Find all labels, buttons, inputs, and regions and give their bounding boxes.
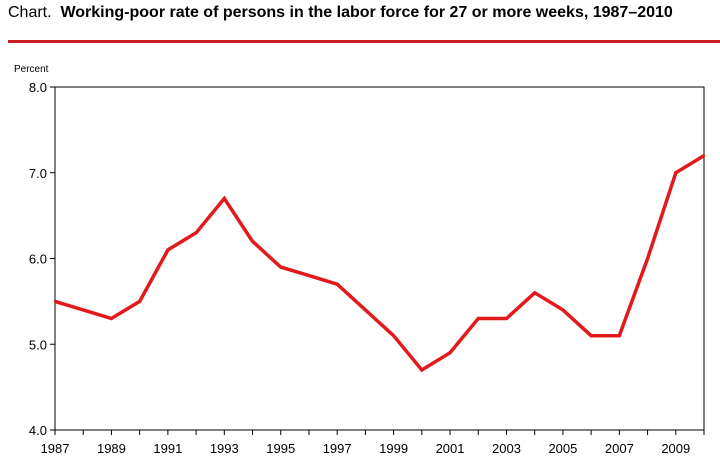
- x-tick-label: 1993: [210, 441, 239, 456]
- y-tick-label: 7.0: [29, 166, 47, 181]
- y-tick-label: 8.0: [29, 80, 47, 95]
- data-point-1988: [82, 308, 85, 312]
- data-point-2004: [533, 291, 536, 294]
- chart-title-prefix: Chart.: [8, 4, 52, 21]
- data-point-2001: [448, 351, 452, 355]
- data-point-1989: [110, 317, 113, 320]
- x-tick-label: 1997: [323, 441, 352, 456]
- data-point-2006: [589, 334, 593, 337]
- data-point-2005: [561, 308, 565, 312]
- data-point-1998: [364, 308, 367, 312]
- data-point-2000: [420, 368, 424, 372]
- x-tick-label: 2009: [661, 441, 690, 456]
- x-tick-label: 1987: [41, 441, 70, 456]
- x-tick-label: 2007: [605, 441, 634, 456]
- x-tick-label: 2001: [436, 441, 465, 456]
- data-point-1996: [307, 274, 311, 277]
- data-point-1990: [138, 300, 141, 303]
- data-point-2008: [646, 257, 649, 260]
- data-point-1992: [194, 231, 198, 234]
- x-tick-label: 1991: [153, 441, 182, 456]
- x-tick-label: 2005: [548, 441, 577, 456]
- data-point-2010: [702, 154, 706, 157]
- data-point-1995: [279, 265, 282, 269]
- x-tick-label: 1989: [97, 441, 126, 456]
- plot-area-frame: [54, 86, 705, 431]
- chart-title: Chart. Working-poor rate of persons in t…: [8, 4, 673, 22]
- data-point-1994: [251, 240, 254, 243]
- y-tick-label: 6.0: [29, 252, 47, 267]
- data-point-2002: [477, 317, 480, 320]
- x-tick-label: 1999: [379, 441, 408, 456]
- x-tick-label: 1995: [266, 441, 295, 456]
- series-line: [54, 154, 705, 373]
- data-point-2003: [505, 317, 508, 320]
- data-point-1991: [166, 248, 170, 252]
- data-point-1987: [53, 300, 57, 303]
- data-point-1997: [335, 283, 339, 286]
- data-point-1999: [392, 334, 395, 337]
- y-tick-label: 4.0: [29, 423, 47, 438]
- y-axis-label: Percent: [14, 64, 49, 75]
- data-point-1993: [223, 197, 226, 200]
- data-point-2009: [674, 171, 677, 174]
- y-tick-label: 5.0: [29, 337, 47, 352]
- data-point-2007: [618, 334, 621, 337]
- title-divider: [8, 40, 720, 43]
- chart-title-text: Working-poor rate of persons in the labo…: [60, 4, 673, 21]
- x-tick-label: 2003: [492, 441, 521, 456]
